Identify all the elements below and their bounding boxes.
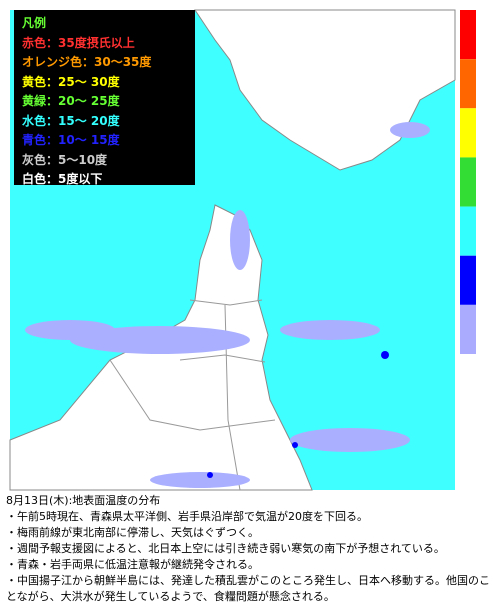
patch bbox=[150, 472, 250, 488]
legend-item: 白色：5度以下 bbox=[22, 172, 103, 186]
patch bbox=[280, 320, 380, 340]
patch bbox=[25, 320, 115, 340]
caption-bullet: ・中国揚子江から朝鮮半島には、発達した積乱雲がこのところ発生し、日本へ移動する。… bbox=[6, 574, 490, 603]
legend-item: 灰色：5～10度 bbox=[22, 152, 108, 167]
patches bbox=[25, 122, 430, 488]
patch bbox=[207, 472, 213, 478]
patch bbox=[230, 210, 250, 270]
color-bar-segment bbox=[460, 206, 476, 256]
patch bbox=[390, 122, 430, 138]
legend-item: 黄色：25～ 30度 bbox=[22, 74, 120, 89]
color-bar-segment bbox=[460, 157, 476, 207]
legend-item: 赤色：35度摂氏以上 bbox=[22, 35, 135, 50]
color-bar bbox=[460, 10, 476, 354]
patch bbox=[381, 351, 389, 359]
patch bbox=[292, 442, 298, 448]
caption-bullet: ・午前5時現在、青森県太平洋側、岩手県沿岸部で気温が20度を下回る。 bbox=[6, 510, 368, 523]
legend-item: 黄緑：20～ 25度 bbox=[22, 94, 120, 108]
legend-item: 水色：15～ 20度 bbox=[22, 113, 120, 128]
caption-bullet: ・梅雨前線が東北南部に停滞し、天気はぐずつく。 bbox=[6, 526, 259, 539]
color-bar-segment bbox=[460, 108, 476, 158]
border bbox=[189, 299, 263, 306]
legend-title: 凡例 bbox=[22, 16, 47, 30]
border bbox=[109, 359, 276, 431]
color-bar-segment bbox=[460, 59, 476, 109]
caption-bullet: ・青森・岩手両県に低温注意報が継続発令される。 bbox=[6, 558, 259, 571]
blue-patches bbox=[207, 351, 389, 478]
border bbox=[179, 354, 266, 363]
color-bar-segment bbox=[460, 255, 476, 305]
caption: 8月13日(木):地表面温度の分布 ・午前5時現在、青森県太平洋側、岩手県沿岸部… bbox=[6, 493, 490, 605]
legend-item: 青色：10～ 15度 bbox=[22, 133, 120, 147]
caption-bullet: ・週間予報支援図によると、北日本上空には引き続き弱い寒気の南下が予想されている。 bbox=[6, 542, 445, 555]
caption-title: 8月13日(木):地表面温度の分布 bbox=[6, 494, 161, 507]
legend: 凡例 赤色：35度摂氏以上オレンジ色：30～35度 黄色：25～ 30度 黄緑：20… bbox=[14, 10, 195, 186]
patch bbox=[70, 326, 250, 354]
patch bbox=[290, 428, 410, 452]
color-bar-segment bbox=[460, 304, 476, 354]
legend-item: オレンジ色：30～35度 bbox=[22, 55, 152, 69]
color-bar-segment bbox=[460, 10, 476, 60]
